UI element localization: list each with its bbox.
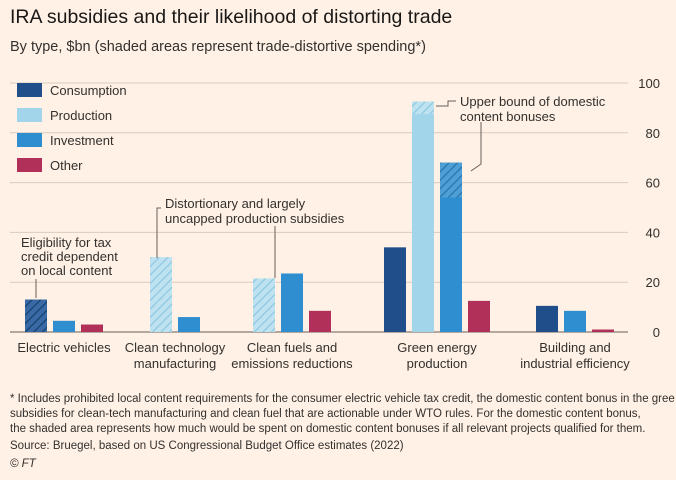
bar-shaded-investment bbox=[440, 162, 462, 198]
annotation-production-subsidies: uncapped production subsidies bbox=[165, 211, 345, 226]
annotation-ev-eligibility: Eligibility for tax bbox=[21, 235, 112, 250]
annotation-leader-line bbox=[156, 207, 161, 258]
y-tick-label: 40 bbox=[646, 225, 660, 240]
legend-label-production: Production bbox=[50, 108, 112, 123]
footnote-line-2: subsidies for clean-tech manufacturing a… bbox=[10, 408, 641, 420]
x-category-label: production bbox=[407, 356, 468, 371]
ft-credit: © FT bbox=[10, 458, 36, 470]
legend-label-consumption: Consumption bbox=[50, 83, 127, 98]
x-category-label: emissions reductions bbox=[231, 356, 353, 371]
y-tick-label: 60 bbox=[646, 176, 660, 191]
annotation-leader-line bbox=[470, 122, 482, 172]
x-category-label: Green energy bbox=[397, 340, 477, 355]
bar-shaded-consumption bbox=[25, 299, 47, 332]
annotation-leader-line bbox=[436, 100, 456, 107]
y-tick-label: 20 bbox=[646, 275, 660, 290]
legend-swatch-investment bbox=[17, 133, 42, 147]
bar-production bbox=[412, 101, 434, 332]
bar-other bbox=[468, 300, 490, 332]
bar-other bbox=[81, 324, 103, 332]
bar-consumption bbox=[536, 305, 558, 332]
bar-investment bbox=[564, 310, 586, 332]
chart-subtitle: By type, $bn (shaded areas represent tra… bbox=[10, 39, 426, 55]
annotation-ev-eligibility: on local content bbox=[21, 263, 112, 278]
source-note: Source: Bruegel, based on US Congression… bbox=[10, 440, 404, 452]
x-category-label: industrial efficiency bbox=[520, 356, 630, 371]
legend-swatch-production bbox=[17, 108, 42, 122]
bar-other bbox=[309, 310, 331, 332]
bar-shaded-production bbox=[412, 101, 434, 115]
bar-chart: 0 20 40 60 80 100 Consumption Production Invest… bbox=[10, 76, 660, 371]
legend-swatch-consumption bbox=[17, 83, 42, 97]
bar-shaded-production bbox=[150, 257, 172, 332]
bar-shaded-production bbox=[253, 278, 275, 332]
bar-consumption bbox=[384, 247, 406, 332]
y-tick-label: 100 bbox=[638, 76, 660, 91]
chart-title: IRA subsidies and their likelihood of di… bbox=[10, 6, 453, 28]
x-category-label: Clean technology bbox=[125, 340, 226, 355]
y-tick-label: 0 bbox=[653, 325, 660, 340]
annotation-upper-bound: content bonuses bbox=[460, 109, 556, 124]
annotation-ev-eligibility: credit dependent bbox=[21, 249, 118, 264]
annotation-upper-bound: Upper bound of domestic bbox=[460, 94, 606, 109]
annotation-production-subsidies: Distortionary and largely bbox=[165, 196, 306, 211]
x-category-label: Electric vehicles bbox=[17, 340, 111, 355]
bar-other bbox=[592, 329, 614, 332]
y-tick-label: 80 bbox=[646, 126, 660, 141]
legend-label-other: Other bbox=[50, 158, 83, 173]
legend-swatch-other bbox=[17, 158, 42, 172]
bar-investment bbox=[281, 273, 303, 332]
footnote-line-3: the shaded area represents how much woul… bbox=[10, 423, 646, 435]
legend-label-investment: Investment bbox=[50, 133, 114, 148]
bar-investment bbox=[53, 320, 75, 332]
bar-investment bbox=[178, 317, 200, 332]
x-category-label: Clean fuels and bbox=[247, 340, 337, 355]
footnote-line-1: * Includes prohibited local content requ… bbox=[10, 393, 675, 405]
bar-investment bbox=[440, 162, 462, 332]
x-category-label: Building and bbox=[539, 340, 611, 355]
x-category-label: manufacturing bbox=[134, 356, 216, 371]
